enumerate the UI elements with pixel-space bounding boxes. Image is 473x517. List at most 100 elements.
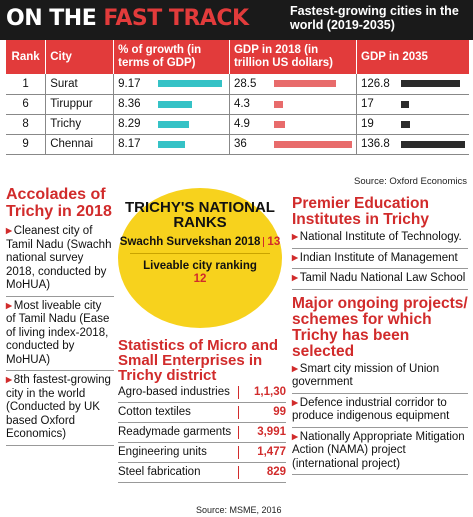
growth-bar: [158, 120, 190, 128]
msme-row: Steel fabrication 829: [118, 463, 286, 483]
msme-row: Cotton textiles 99: [118, 403, 286, 423]
growth-value: 9.17: [118, 77, 141, 90]
gdp2018-cell: 36: [229, 134, 358, 155]
right-column: Premier Education Institutes in Trichy ▸…: [292, 196, 468, 475]
accolades-heading: Accolades of Trichy in 2018: [6, 186, 112, 220]
bullet-arrow-icon: ▸: [292, 430, 298, 443]
gdp2018-bar: [273, 140, 352, 148]
bullet-arrow-icon: ▸: [292, 231, 298, 243]
msme-label: Readymade garments: [118, 426, 232, 438]
msme-label: Steel fabrication: [118, 466, 201, 478]
badge-line2-label: Liveable city ranking: [143, 260, 257, 272]
accolades-list: ▸ Cleanest city of Tamil Nadu (Swachh nat…: [6, 222, 114, 446]
col-header-rank: Rank: [6, 40, 47, 74]
gdp2035-bar: [401, 120, 410, 128]
badge-line-swachh: Swachh Survekshan 2018 13: [118, 236, 282, 249]
col-header-gdp2035: GDP in 2035: [356, 40, 469, 74]
city-cell: Surat: [45, 74, 115, 95]
badge-separator: [130, 253, 270, 254]
msme-rows: Agro-based industries 1,1,30 Cotton textil…: [118, 383, 286, 483]
msme-row: Readymade garments 3,991: [118, 423, 286, 443]
bullet-text: Indian Institute of Management: [299, 251, 458, 264]
msme-heading: Statistics of Micro and Small Enterprise…: [118, 337, 279, 384]
gdp2018-value: 4.3: [233, 98, 250, 110]
msme-source: Source: MSME, 2016: [196, 505, 282, 515]
gdp2018-value: 28.5: [233, 77, 257, 90]
bullet-arrow-icon: ▸: [6, 225, 12, 237]
rank-cell: 1: [6, 74, 47, 95]
city-cell: Tiruppur: [45, 94, 115, 115]
banner-title: ON THE FAST TRACK: [6, 6, 249, 31]
bullet-text: Nationally Appropriate Mitigation Action…: [292, 430, 465, 470]
project-item: ▸ Smart city mission of Union government: [292, 360, 468, 394]
gdp2035-value: 126.8: [361, 77, 390, 90]
gdp2018-bar: [273, 120, 285, 128]
rank-cell: 6: [6, 94, 47, 115]
projects-heading: Major ongoing projects/ schemes for whic…: [292, 294, 468, 360]
city-cell: Chennai: [45, 134, 115, 155]
gdp2035-bar: [401, 100, 409, 108]
msme-value: 1,1,30: [238, 386, 286, 399]
growth-cell: 8.36: [113, 94, 230, 115]
msme-value: 3,991: [238, 426, 286, 439]
bullet-text: Smart city mission of Union government: [292, 362, 440, 389]
gdp2035-bar: [401, 80, 461, 88]
gdp2035-cell: 17: [356, 94, 469, 115]
bullet-text: Tamil Nadu National Law School: [299, 272, 466, 284]
table-source: Source: Oxford Economics: [354, 176, 467, 187]
city-cell: Trichy: [45, 114, 115, 135]
gdp2018-value: 36: [233, 138, 247, 150]
msme-row: Agro-based industries 1,1,30: [118, 383, 286, 403]
education-item: ▸ Indian Institute of Management: [292, 249, 468, 269]
col-header-gdp2018: GDP in 2018 (in trillion US dollars): [229, 40, 358, 74]
education-item: ▸ National Institute of Technology.: [292, 228, 468, 249]
rank-cell: 8: [6, 114, 47, 135]
table-row: 1 Surat 9.17 28.5 126.8: [6, 74, 469, 95]
bullet-text: 8th fastest-growing city in the world (C…: [6, 374, 111, 440]
gdp2018-cell: 4.3: [229, 94, 358, 115]
education-item: ▸ Tamil Nadu National Law School: [292, 269, 468, 290]
gdp2035-bar: [401, 140, 465, 148]
national-ranks-badge: TRICHY'S NATIONAL RANKS Swachh Surveksha…: [118, 188, 282, 328]
growth-value: 8.36: [118, 98, 141, 110]
growth-table: Rank City % of growth (in terms of GDP) …: [6, 40, 469, 155]
badge-line1-value: 13: [267, 236, 281, 248]
msme-label: Agro-based industries: [118, 386, 230, 398]
banner-title-part2: FAST TRACK: [103, 6, 249, 31]
bullet-text: National Institute of Technology.: [299, 231, 462, 243]
bullet-arrow-icon: ▸: [292, 272, 298, 284]
growth-bar: [158, 140, 185, 148]
growth-cell: 8.29: [113, 114, 230, 135]
growth-cell: 8.17: [113, 134, 230, 155]
gdp2035-value: 136.8: [361, 138, 390, 150]
badge-title: TRICHY'S NATIONAL RANKS: [125, 199, 275, 231]
gdp2018-cell: 4.9: [229, 114, 358, 135]
growth-value: 8.17: [118, 138, 141, 150]
badge-line2-value: 12: [193, 273, 207, 285]
gdp2018-value: 4.9: [233, 118, 250, 130]
accolades-section: Accolades of Trichy in 2018 ▸ Cleanest ci…: [6, 186, 114, 446]
accolade-item: ▸ Most liveable city of Tamil Nadu (Ease …: [6, 297, 114, 371]
msme-section: Statistics of Micro and Small Enterprise…: [118, 338, 286, 483]
accolade-item: ▸ Cleanest city of Tamil Nadu (Swachh nat…: [6, 222, 114, 297]
gdp2035-cell: 136.8: [356, 134, 469, 155]
project-item: ▸ Nationally Appropriate Mitigation Actio…: [292, 428, 468, 475]
projects-list: ▸ Smart city mission of Union government ▸…: [292, 360, 468, 475]
project-item: ▸ Defence industrial corridor to produce …: [292, 394, 468, 428]
gdp2035-value: 19: [361, 118, 374, 130]
table-row: 8 Trichy 8.29 4.9 19: [6, 114, 469, 135]
bullet-arrow-icon: ▸: [292, 396, 298, 409]
gdp2018-bar: [273, 80, 336, 88]
msme-label: Cotton textiles: [118, 406, 191, 418]
education-list: ▸ National Institute of Technology. ▸ India…: [292, 228, 468, 290]
col-header-growth: % of growth (in terms of GDP): [113, 40, 230, 74]
msme-row: Engineering units 1,477: [118, 443, 286, 463]
bullet-arrow-icon: ▸: [292, 362, 298, 375]
msme-value: 99: [238, 406, 286, 419]
banner-title-part1: ON THE: [6, 6, 104, 31]
rank-cell: 9: [6, 134, 47, 155]
msme-value: 1,477: [238, 446, 286, 459]
gdp2018-cell: 28.5: [229, 74, 358, 95]
bullet-arrow-icon: ▸: [6, 299, 12, 312]
growth-bar: [158, 80, 223, 88]
